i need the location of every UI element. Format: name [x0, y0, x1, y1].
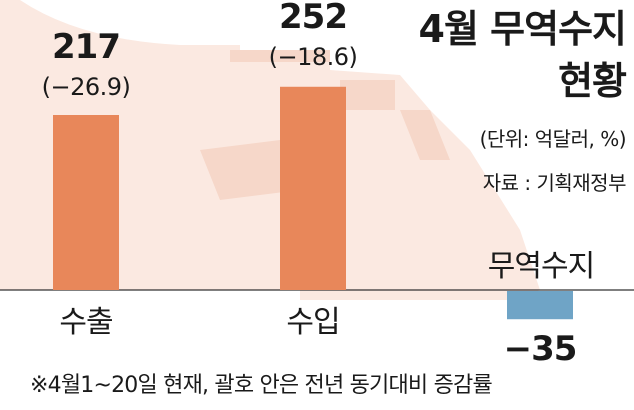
- value-label-balance: −35: [504, 329, 577, 369]
- category-label-imports: 수입: [286, 305, 339, 340]
- unit-note: (단위: 억달러, %): [480, 127, 626, 151]
- category-label-exports: 수출: [59, 305, 112, 340]
- change-label-imports: (−18.6): [269, 43, 358, 71]
- bar-balance: [507, 291, 573, 320]
- source-note: 자료 : 기획재정부: [483, 171, 626, 195]
- bar-imports: [280, 86, 346, 290]
- category-label-balance: 무역수지: [488, 249, 594, 284]
- value-label-imports: 252: [279, 0, 347, 37]
- background-ship-illustration: [0, 0, 540, 300]
- bars-group: [53, 86, 573, 320]
- value-label-exports: 217: [52, 27, 120, 67]
- bar-exports: [53, 115, 119, 290]
- change-label-exports: (−26.9): [42, 73, 131, 101]
- chart-title-line2: 현황: [558, 59, 627, 103]
- chart-title-line1: 4월 무역수지: [419, 7, 626, 51]
- footnote: ※4월1~20일 현재, 괄호 안은 전년 동기대비 증감률: [30, 373, 492, 398]
